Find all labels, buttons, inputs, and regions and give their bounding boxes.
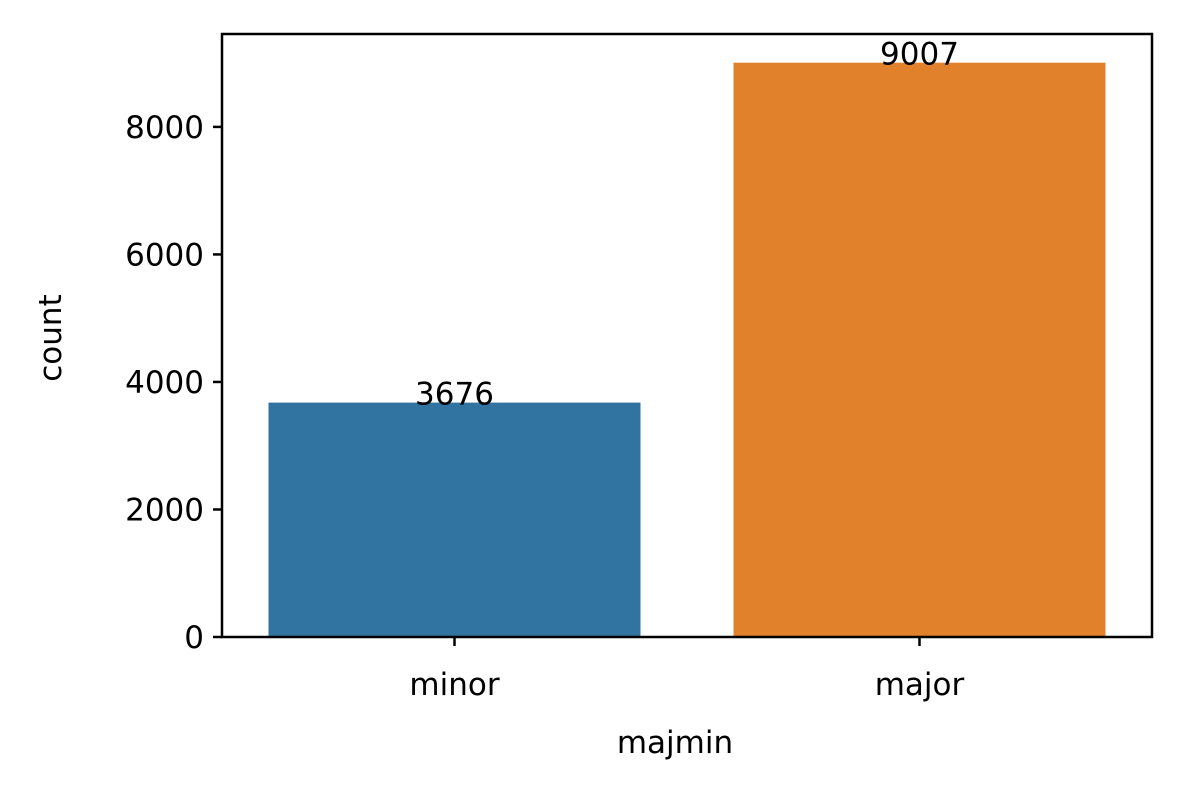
data-labels-group: 3676 9007 xyxy=(415,37,959,413)
y-tick-label-6000: 6000 xyxy=(125,237,204,273)
data-label-major: 9007 xyxy=(880,37,959,73)
y-tick-label-8000: 8000 xyxy=(125,110,204,146)
y-axis-ticks: 0 2000 4000 6000 8000 xyxy=(125,110,222,656)
y-tick-label-2000: 2000 xyxy=(125,492,204,528)
data-label-minor: 3676 xyxy=(415,377,494,413)
y-tick-label-0: 0 xyxy=(184,620,204,656)
x-axis-label: majmin xyxy=(617,725,733,761)
y-axis-label: count xyxy=(33,294,69,381)
y-tick-label-4000: 4000 xyxy=(125,365,204,401)
bar-major xyxy=(733,62,1106,637)
x-tick-label-minor: minor xyxy=(409,667,499,703)
x-tick-label-major: major xyxy=(875,667,965,703)
x-axis-ticks: minor major xyxy=(409,637,965,703)
plot-frame xyxy=(220,32,1154,639)
bars-group xyxy=(268,62,1106,637)
bar-minor xyxy=(268,402,641,637)
